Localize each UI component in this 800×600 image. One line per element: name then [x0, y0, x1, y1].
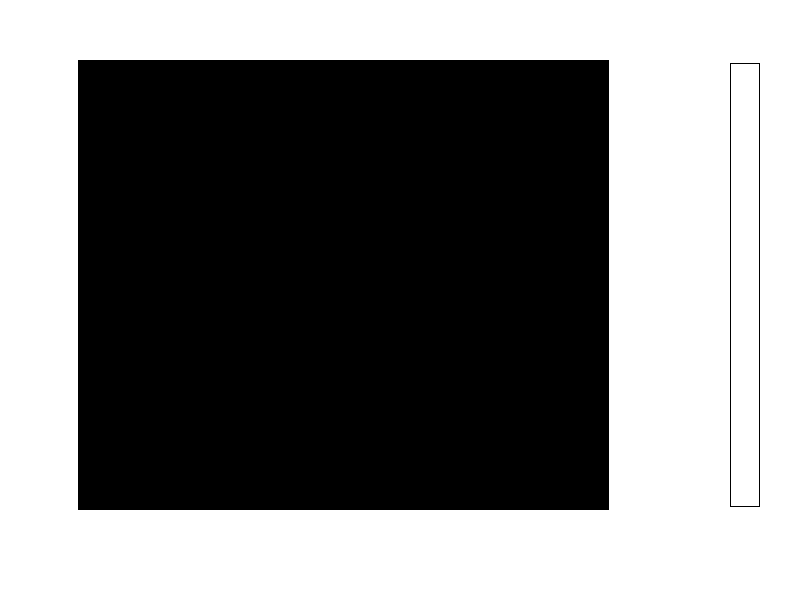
header-metadata [0, 30, 800, 44]
colorbar [730, 63, 760, 507]
ionogram-heatmap [79, 61, 608, 509]
ionogram-plot-area [78, 60, 609, 510]
colorbar-unit-label [688, 534, 800, 549]
colorbar-gradient [730, 63, 760, 507]
